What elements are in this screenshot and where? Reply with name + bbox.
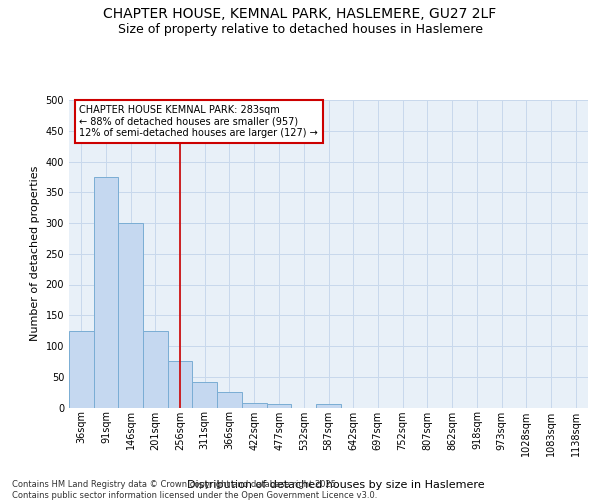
- Bar: [143, 330, 167, 407]
- Text: Distribution of detached houses by size in Haslemere: Distribution of detached houses by size …: [187, 480, 485, 490]
- Text: CHAPTER HOUSE, KEMNAL PARK, HASLEMERE, GU27 2LF: CHAPTER HOUSE, KEMNAL PARK, HASLEMERE, G…: [103, 8, 497, 22]
- Text: Contains HM Land Registry data © Crown copyright and database right 2025.
Contai: Contains HM Land Registry data © Crown c…: [12, 480, 377, 500]
- Y-axis label: Number of detached properties: Number of detached properties: [30, 166, 40, 342]
- Bar: [242, 402, 267, 407]
- Text: CHAPTER HOUSE KEMNAL PARK: 283sqm
← 88% of detached houses are smaller (957)
12%: CHAPTER HOUSE KEMNAL PARK: 283sqm ← 88% …: [79, 104, 318, 138]
- Bar: [267, 404, 292, 407]
- Bar: [217, 392, 242, 407]
- Bar: [168, 362, 192, 408]
- Bar: [316, 404, 341, 407]
- Bar: [94, 177, 118, 408]
- Bar: [193, 382, 217, 407]
- Bar: [118, 223, 143, 408]
- Text: Size of property relative to detached houses in Haslemere: Size of property relative to detached ho…: [118, 22, 482, 36]
- Bar: [69, 330, 94, 407]
